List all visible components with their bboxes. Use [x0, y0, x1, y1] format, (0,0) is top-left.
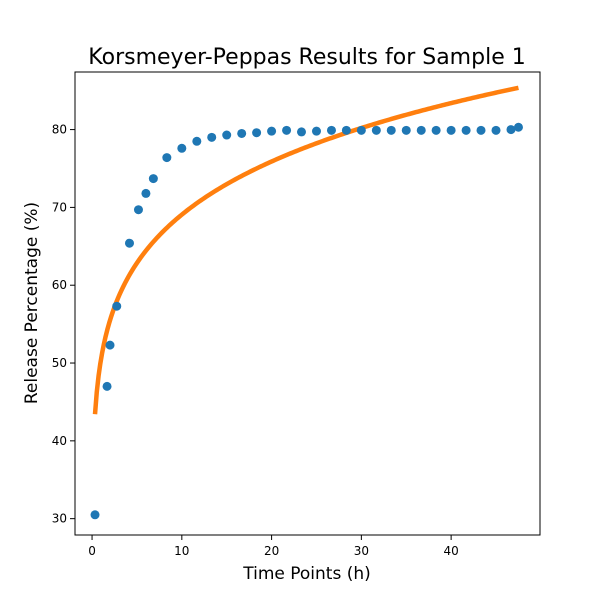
- x-tick-label-4: 40: [443, 544, 458, 558]
- series-0-point-18: [311, 126, 321, 136]
- series-0-point-8: [162, 153, 172, 163]
- series-0-point-16: [282, 125, 292, 135]
- series-0-point-10: [192, 136, 202, 146]
- y-tick-label-3: 60: [52, 278, 67, 292]
- series-0-point-9: [177, 143, 187, 153]
- plot-layer: [90, 85, 523, 520]
- y-tick-label-0: 30: [52, 512, 67, 526]
- series-0-point-17: [296, 127, 306, 137]
- y-tick-label-1: 40: [52, 434, 67, 448]
- series-0-point-20: [341, 125, 351, 135]
- series-0-point-15: [267, 126, 277, 136]
- series-0-point-28: [461, 125, 471, 135]
- x-tick-label-2: 20: [264, 544, 279, 558]
- series-0-point-27: [446, 125, 456, 135]
- ticks-layer: 0 10 20 30 40 30 40 50 60 70 80: [52, 123, 459, 558]
- series-0-point-13: [237, 128, 247, 138]
- series-0-point-25: [416, 125, 426, 135]
- series-0-point-32: [513, 122, 523, 132]
- series-0-point-19: [326, 125, 336, 135]
- x-axis-label: Time Points (h): [242, 564, 371, 584]
- series-0-point-11: [207, 132, 217, 142]
- series-0-point-22: [371, 125, 381, 135]
- series-0-point-1: [102, 381, 112, 391]
- chart-title: Korsmeyer-Peppas Results for Sample 1: [88, 45, 525, 70]
- y-tick-label-4: 70: [52, 200, 67, 214]
- series-0-point-24: [401, 125, 411, 135]
- series-0-point-5: [133, 205, 143, 215]
- x-tick-label-1: 10: [174, 544, 189, 558]
- series-0-point-26: [431, 125, 441, 135]
- x-tick-label-0: 0: [88, 544, 96, 558]
- series-1-fit-line: [92, 85, 519, 415]
- y-tick-label-5: 80: [52, 123, 67, 137]
- series-0-point-0: [90, 510, 100, 520]
- series-0-point-4: [124, 238, 134, 248]
- y-tick-label-2: 50: [52, 356, 67, 370]
- series-0-point-21: [356, 125, 366, 135]
- series-0-point-30: [491, 125, 501, 135]
- series-0-point-7: [148, 174, 158, 184]
- series-0-point-2: [105, 340, 115, 350]
- series-0-point-3: [112, 301, 122, 311]
- plot-frame: [74, 71, 541, 536]
- series-0-point-12: [222, 130, 232, 140]
- series-0-point-29: [476, 125, 486, 135]
- series-0-point-23: [386, 125, 396, 135]
- series-0-point-31: [506, 125, 516, 135]
- series-0-point-14: [252, 128, 262, 138]
- y-axis-label: Release Percentage (%): [22, 202, 42, 404]
- x-tick-label-3: 30: [354, 544, 369, 558]
- series-0-point-6: [141, 188, 151, 198]
